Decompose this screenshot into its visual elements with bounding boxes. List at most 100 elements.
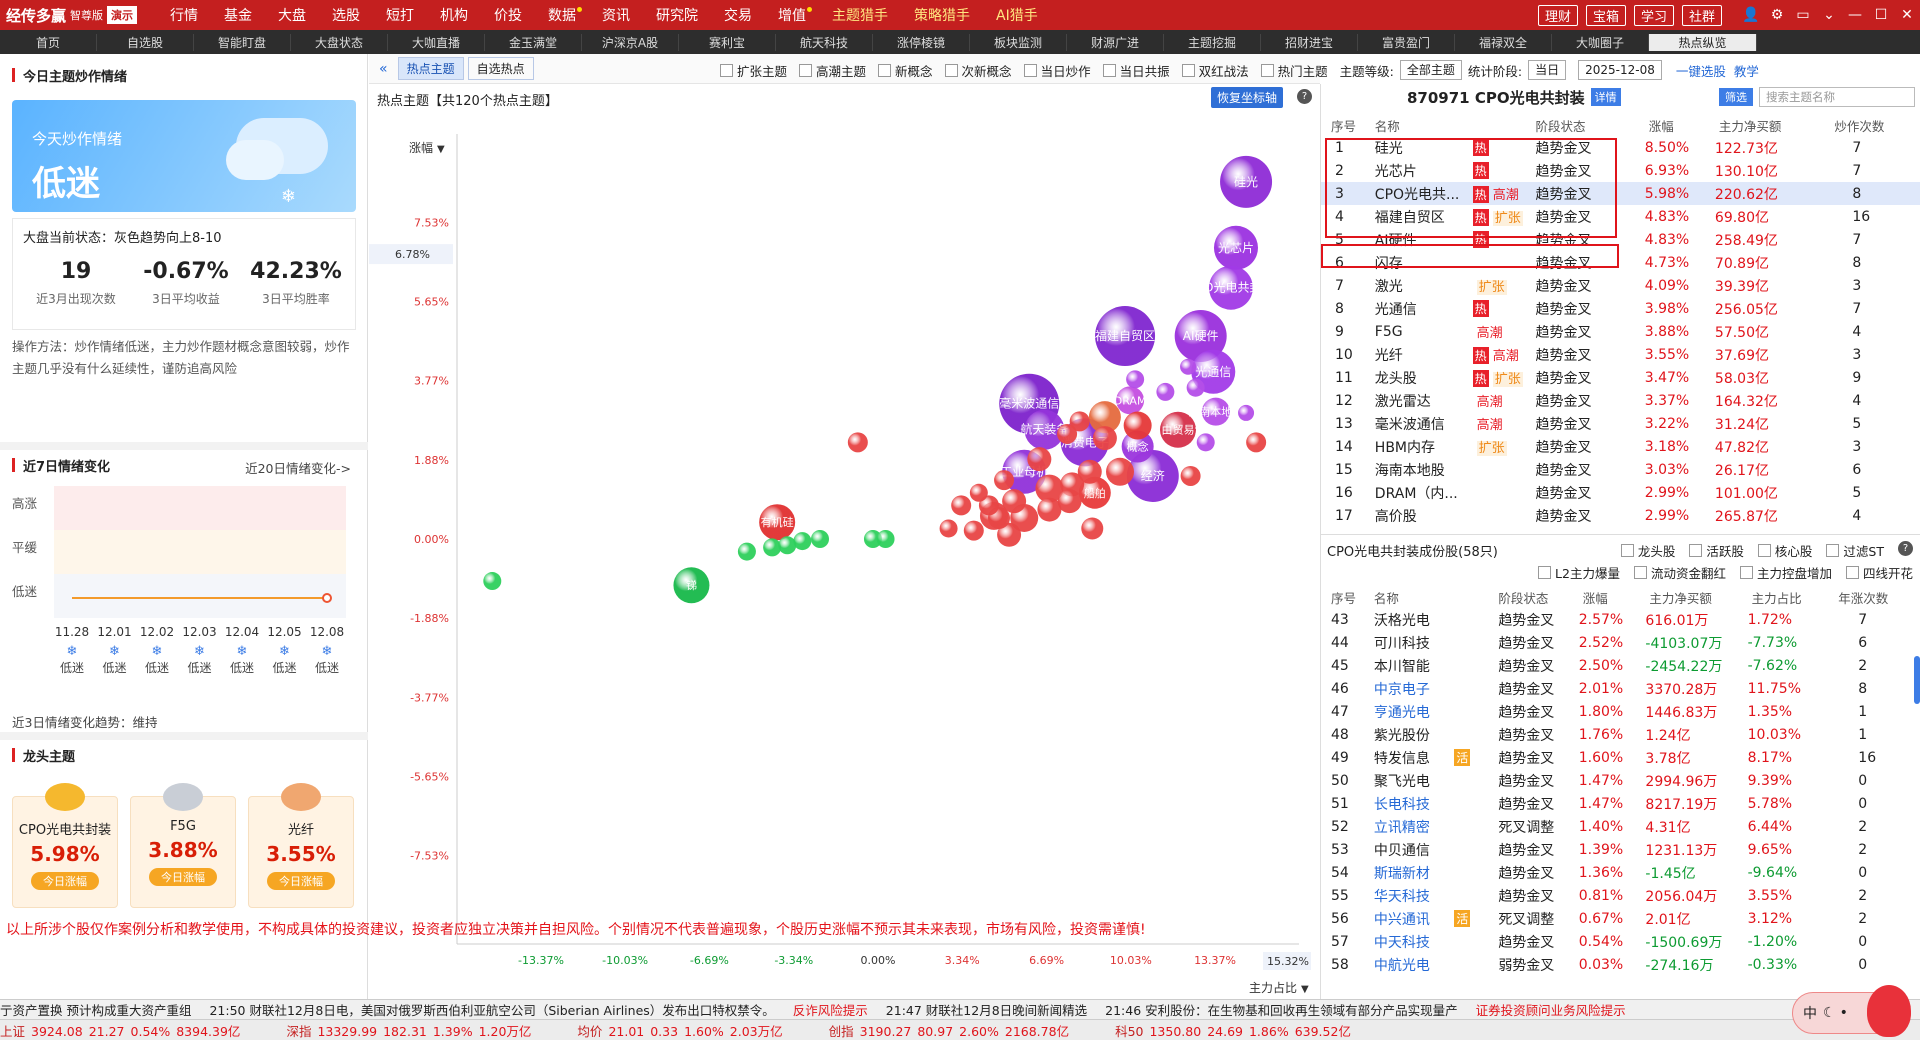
column-header[interactable] [1473, 114, 1532, 136]
theme-bubble[interactable] [1024, 409, 1065, 450]
theme-bubble[interactable] [1180, 358, 1197, 375]
tab[interactable]: 金玉满堂 [485, 33, 582, 51]
one-click-select-link[interactable]: 一键选股 [1675, 63, 1726, 79]
theme-row[interactable]: 2 光芯片 热 趋势金叉 6.93% 130.10亿 7 [1321, 159, 1920, 182]
theme-bubble[interactable] [951, 495, 972, 516]
tab[interactable]: 智能盯盘 [194, 33, 291, 51]
theme-bubble[interactable] [1069, 411, 1090, 432]
theme-bubble[interactable] [1123, 411, 1152, 440]
theme-bubble[interactable] [1116, 386, 1145, 415]
theme-bubble[interactable] [1159, 411, 1196, 448]
checkbox-icon[interactable] [1689, 544, 1703, 557]
column-header[interactable]: 名称 [1374, 118, 1400, 134]
theme-bubble[interactable] [1121, 430, 1154, 463]
theme-bubble[interactable] [1126, 449, 1179, 502]
stock-row[interactable]: 52 立讯精密 死叉调整 1.40% 4.31亿 6.44% 2 [1321, 815, 1920, 838]
column-header[interactable]: 主力占比 [1751, 590, 1802, 606]
checkbox-icon[interactable] [720, 63, 733, 77]
column-header[interactable]: 阶段状态 [1535, 118, 1586, 134]
top-action-button[interactable]: 社群 [1681, 4, 1722, 26]
checkbox-icon[interactable] [1739, 566, 1753, 579]
filter-checkbox[interactable]: 热门主题 [1260, 61, 1328, 80]
stock-row[interactable]: 43 沃格光电 趋势金叉 2.57% 616.01万 1.72% 7 [1321, 608, 1920, 631]
theme-bubble[interactable] [778, 536, 797, 555]
collapse-left-icon[interactable]: « [379, 60, 388, 77]
floating-widget[interactable]: 中 ☾ • [1792, 985, 1911, 1037]
stock-row[interactable]: 49 特发信息 活 趋势金叉 1.60% 3.78亿 8.17% 16 [1321, 746, 1920, 769]
checkbox-icon[interactable] [1826, 544, 1840, 557]
stock-row[interactable]: 48 紫光股份 趋势金叉 1.76% 1.24亿 10.03% 1 [1321, 723, 1920, 746]
theme-row[interactable]: 10 光纤热高潮 趋势金叉 3.55% 37.69亿 3 [1321, 343, 1920, 366]
theme-row[interactable]: 4 福建自贸区 热扩张 趋势金叉 4.83% 69.80亿 16 [1321, 205, 1920, 228]
theme-bubble[interactable] [876, 530, 895, 548]
constituent-filter[interactable]: 活跃股 [1689, 541, 1744, 560]
menu-item[interactable]: 增值 [765, 5, 819, 25]
theme-bubble[interactable] [1196, 433, 1215, 452]
checkbox-icon[interactable] [1620, 544, 1634, 557]
theme-bubble[interactable] [969, 483, 988, 502]
checkbox-icon[interactable] [1845, 566, 1859, 579]
constituent-filter[interactable]: 过滤ST [1826, 541, 1884, 560]
minimize-icon[interactable]: — [1848, 7, 1862, 23]
theme-bubble[interactable] [759, 504, 796, 541]
news-item[interactable]: 反诈风险提示 [792, 1003, 868, 1018]
stock-row[interactable]: 45 本川智能 趋势金叉 2.50% -2454.22万 -7.62% 2 [1321, 654, 1920, 677]
theme-bubble[interactable] [673, 567, 710, 604]
theme-bubble[interactable] [793, 532, 812, 551]
theme-bubble[interactable] [1156, 382, 1175, 401]
filter-checkbox[interactable]: 次新概念 [944, 61, 1012, 80]
chevron-down-icon[interactable]: ⌄ [1823, 7, 1835, 23]
theme-bubble[interactable] [1174, 310, 1227, 363]
close-icon[interactable]: ✕ [1901, 7, 1913, 23]
theme-bubble[interactable] [1238, 404, 1255, 421]
theme-bubble[interactable] [1126, 370, 1145, 389]
news-item[interactable]: 21:50 财联社12月8日电，美国对俄罗斯西伯利亚航空公司（Siberian … [209, 1003, 775, 1018]
column-header[interactable]: 年涨次数 [1838, 590, 1889, 606]
user-icon[interactable]: 👤 [1742, 7, 1760, 23]
window-icon[interactable]: ▭ [1796, 7, 1810, 23]
theme-row[interactable]: 1 硅光 热 趋势金叉 8.50% 122.73亿 7 [1321, 136, 1920, 159]
theme-bubble[interactable] [1081, 517, 1104, 540]
menu-item[interactable]: 行情 [170, 8, 199, 24]
theme-bubble[interactable] [1088, 401, 1121, 434]
theme-row[interactable]: 7 激光 扩张 趋势金叉 4.09% 39.39亿 3 [1321, 274, 1920, 297]
tab[interactable]: 热点纵览 [1649, 33, 1757, 51]
theme-bubble[interactable] [1035, 474, 1064, 503]
tab[interactable]: 招财进宝 [1261, 33, 1358, 51]
theme-search-input[interactable]: 搜索主题名称 [1759, 87, 1915, 107]
leader-card[interactable]: F5G 3.88% 今日涨幅 [130, 783, 236, 908]
theme-bubble[interactable] [863, 530, 882, 548]
tab[interactable]: 首页 [0, 33, 97, 51]
theme-bubble[interactable] [1213, 225, 1258, 270]
theme-bubble[interactable] [1220, 155, 1273, 208]
detail-button[interactable]: 详情 [1590, 88, 1621, 106]
constituent-filter[interactable]: 流动资金翻红 [1633, 563, 1726, 582]
tab[interactable]: 大咖直播 [388, 33, 485, 51]
tab[interactable]: 涨停棱镜 [873, 33, 970, 51]
theme-scatter-chart[interactable]: 7.53% 5.65% 3.77% 1.88% 0.00% -1.88% -3.77% -5.… [369, 114, 1320, 999]
grade-select[interactable]: 全部主题 [1399, 60, 1462, 80]
column-header[interactable]: 涨幅 [1582, 590, 1608, 606]
theme-row[interactable]: 12 激光雷达 高潮 趋势金叉 3.37% 164.32亿 4 [1321, 389, 1920, 412]
menu-item[interactable]: 主题猎手 [832, 8, 889, 24]
theme-bubble[interactable] [1027, 447, 1052, 472]
index-item[interactable]: 科50 1350.80 24.69 1.86% 639.52亿 [1115, 1021, 1357, 1040]
news-item[interactable]: 证券投资顾问业务风险提示 [1475, 1003, 1626, 1018]
stock-row[interactable]: 46 中京电子 趋势金叉 2.01% 3370.28万 11.75% 8 [1321, 677, 1920, 700]
column-header[interactable]: 名称 [1373, 590, 1399, 606]
theme-bubble[interactable] [1057, 489, 1082, 514]
theme-bubble[interactable] [1180, 465, 1201, 486]
theme-bubble[interactable] [939, 519, 958, 538]
tab[interactable]: 富贵盈门 [1358, 33, 1455, 51]
theme-bubble[interactable] [1208, 265, 1253, 310]
column-header[interactable]: 主力净买额 [1649, 590, 1712, 606]
leader-card[interactable]: CPO光电共封装 5.98% 今日涨幅 [12, 783, 118, 908]
tab[interactable]: 主题挖掘 [1164, 33, 1261, 51]
filter-checkbox[interactable]: 双红战法 [1181, 61, 1249, 80]
twenty-day-link[interactable]: 近20日情绪变化-> [245, 461, 351, 476]
filter-checkbox[interactable]: 新概念 [878, 61, 933, 80]
index-item[interactable]: 上证 3924.08 21.27 0.54% 8394.39亿 [0, 1021, 246, 1040]
theme-row[interactable]: 11 龙头股 热扩张 趋势金叉 3.47% 58.03亿 9 [1321, 366, 1920, 389]
theme-bubble[interactable] [994, 470, 1015, 491]
stock-row[interactable]: 53 中贝通信 趋势金叉 1.39% 1231.13万 9.65% 2 [1321, 838, 1920, 861]
